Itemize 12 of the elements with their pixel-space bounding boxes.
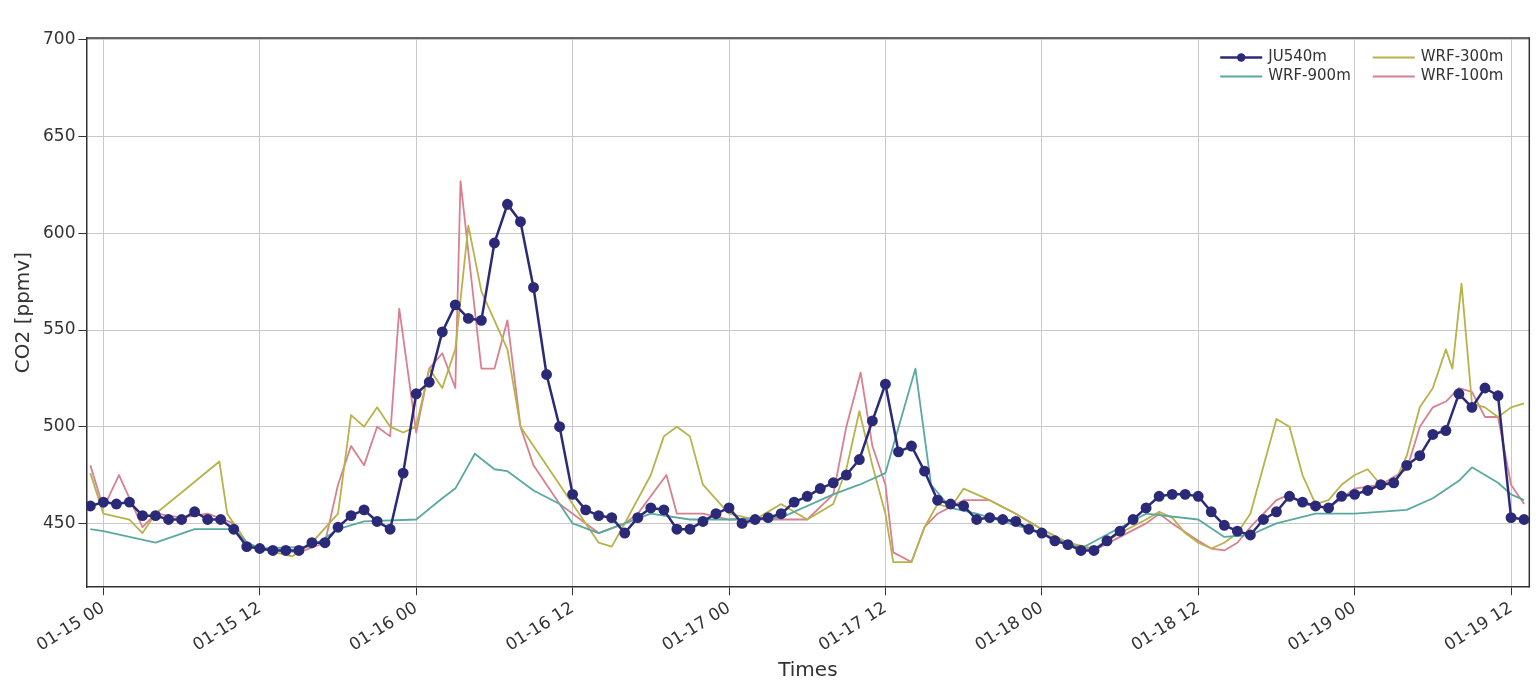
legend-label: WRF-100m bbox=[1420, 66, 1504, 85]
y-tick-label: 600 bbox=[42, 221, 76, 242]
y-tick-label: 500 bbox=[42, 415, 76, 436]
x-axis-title: Times bbox=[777, 657, 838, 682]
legend-label: WRF-900m bbox=[1268, 66, 1351, 85]
legend-label: WRF-300m bbox=[1420, 47, 1504, 66]
y-tick-label: 700 bbox=[42, 28, 76, 49]
legend-label: JU540m bbox=[1267, 47, 1327, 66]
y-axis-title: CO2 [ppmv] bbox=[10, 252, 35, 374]
y-tick-label: 450 bbox=[42, 511, 76, 532]
y-tick-label: 550 bbox=[42, 318, 76, 339]
y-tick-label: 650 bbox=[42, 125, 76, 146]
